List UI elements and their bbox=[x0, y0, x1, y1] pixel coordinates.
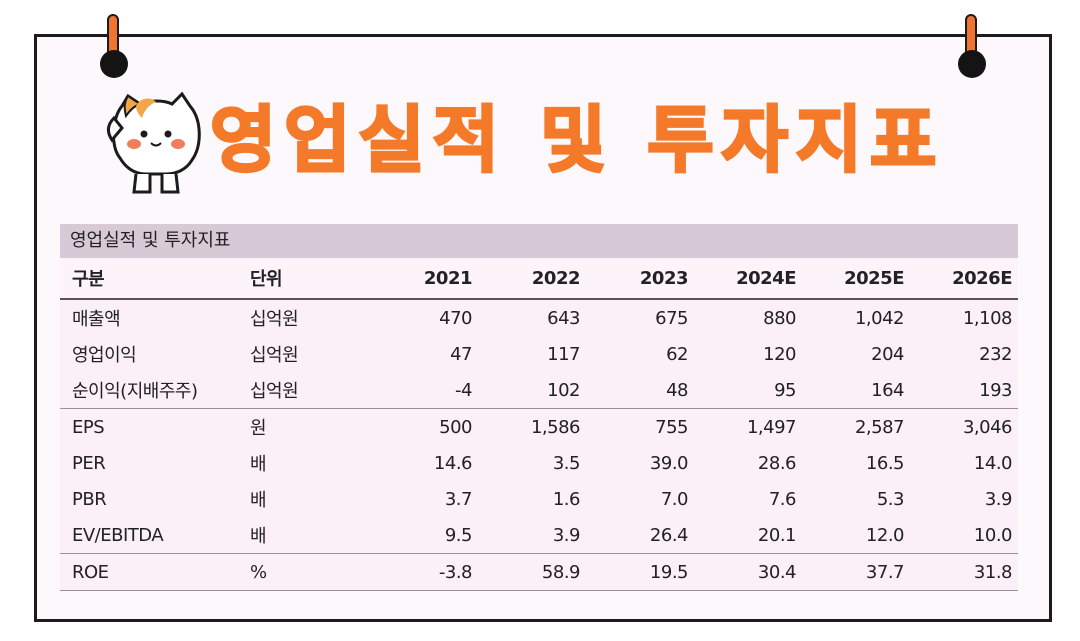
table-cell: 204 bbox=[871, 343, 904, 365]
financial-table: 영업실적 및 투자지표 구분 단위 2021 2022 2023 2024E 2… bbox=[60, 224, 1018, 591]
table-cell: 62 bbox=[666, 343, 688, 365]
column-header: 단위 bbox=[248, 258, 370, 300]
table-cell: 14.0 bbox=[973, 452, 1013, 474]
row-label: ROE bbox=[60, 553, 248, 591]
row-label: EPS bbox=[72, 416, 105, 438]
table-cell: 1,586 bbox=[530, 416, 581, 438]
table-row: PBR 배 3.7 1.6 7.0 7.6 5.3 3.9 bbox=[60, 481, 1018, 517]
table-cell: 20.1 bbox=[694, 517, 802, 554]
column-header: 2021 bbox=[370, 258, 478, 300]
table-cell: 164 bbox=[802, 372, 910, 409]
table-caption: 영업실적 및 투자지표 bbox=[60, 224, 1018, 258]
table-cell: 39.0 bbox=[649, 452, 689, 474]
table-cell: 47 bbox=[450, 343, 472, 365]
table-cell: 193 bbox=[910, 372, 1018, 409]
table-cell: 2,587 bbox=[854, 416, 905, 438]
row-unit: 십억원 bbox=[250, 309, 299, 330]
table-row: 영업이익 십억원 47 117 62 120 204 232 bbox=[60, 336, 1018, 372]
table-cell: 755 bbox=[655, 416, 688, 438]
row-unit: 배 bbox=[250, 454, 267, 475]
table-cell: 3.9 bbox=[984, 488, 1013, 510]
data-table: 구분 단위 2021 2022 2023 2024E 2025E 2026E 매… bbox=[60, 258, 1018, 591]
table-cell: 643 bbox=[547, 307, 580, 329]
table-cell: 1,108 bbox=[962, 307, 1013, 329]
table-cell: 120 bbox=[763, 343, 796, 365]
table-header-row: 구분 단위 2021 2022 2023 2024E 2025E 2026E bbox=[60, 258, 1018, 300]
table-cell: 26.4 bbox=[586, 517, 694, 554]
table-cell: 16.5 bbox=[865, 452, 905, 474]
table-cell: 48 bbox=[586, 372, 694, 409]
table-cell: -3.8 bbox=[370, 553, 478, 591]
table-cell: 7.6 bbox=[768, 488, 797, 510]
table-cell: 232 bbox=[979, 343, 1012, 365]
row-label: PBR bbox=[72, 488, 107, 510]
table-cell: 14.6 bbox=[433, 452, 473, 474]
row-unit: 십억원 bbox=[248, 372, 370, 409]
column-header: 2026E bbox=[910, 258, 1018, 300]
column-header: 2022 bbox=[478, 258, 586, 300]
row-label: 영업이익 bbox=[72, 345, 137, 366]
table-cell: 3.7 bbox=[444, 488, 473, 510]
table-row: EV/EBITDA 배 9.5 3.9 26.4 20.1 12.0 10.0 bbox=[60, 517, 1018, 554]
column-header: 2024E bbox=[694, 258, 802, 300]
table-cell: 19.5 bbox=[586, 553, 694, 591]
table-cell: 3,046 bbox=[962, 416, 1013, 438]
banner-title: 영업실적 및 투자지표 bbox=[208, 97, 945, 184]
row-label: 순이익(지배주주) bbox=[60, 372, 248, 409]
table-cell: 1,497 bbox=[746, 416, 797, 438]
table-row: 순이익(지배주주) 십억원 -4 102 48 95 164 193 bbox=[60, 372, 1018, 409]
column-header: 2025E bbox=[802, 258, 910, 300]
table-cell: 102 bbox=[478, 372, 586, 409]
table-cell: 31.8 bbox=[910, 553, 1018, 591]
table-cell: 9.5 bbox=[370, 517, 478, 554]
column-header: 구분 bbox=[60, 258, 248, 300]
table-cell: 12.0 bbox=[802, 517, 910, 554]
row-unit: % bbox=[248, 553, 370, 591]
pushpin-icon bbox=[958, 14, 988, 84]
table-cell: 1.6 bbox=[552, 488, 581, 510]
column-header: 2023 bbox=[586, 258, 694, 300]
table-cell: 30.4 bbox=[694, 553, 802, 591]
table-cell: 117 bbox=[547, 343, 580, 365]
table-cell: 675 bbox=[655, 307, 688, 329]
table-cell: 7.0 bbox=[660, 488, 689, 510]
table-cell: 470 bbox=[439, 307, 472, 329]
row-unit: 원 bbox=[250, 418, 267, 439]
row-label: EV/EBITDA bbox=[60, 517, 248, 554]
table-cell: 95 bbox=[694, 372, 802, 409]
table-cell: 28.6 bbox=[757, 452, 797, 474]
table-cell: 3.9 bbox=[478, 517, 586, 554]
row-label: PER bbox=[72, 452, 106, 474]
pushpin-icon bbox=[100, 14, 130, 84]
table-row: PER 배 14.6 3.5 39.0 28.6 16.5 14.0 bbox=[60, 445, 1018, 481]
table-cell: 58.9 bbox=[478, 553, 586, 591]
table-row: 매출액 십억원 470 643 675 880 1,042 1,108 bbox=[60, 299, 1018, 336]
row-unit: 배 bbox=[248, 517, 370, 554]
row-unit: 십억원 bbox=[250, 345, 299, 366]
table-cell: 1,042 bbox=[854, 307, 905, 329]
table-row: EPS 원 500 1,586 755 1,497 2,587 3,046 bbox=[60, 409, 1018, 446]
table-cell: 880 bbox=[763, 307, 796, 329]
table-row: ROE % -3.8 58.9 19.5 30.4 37.7 31.8 bbox=[60, 553, 1018, 591]
table-cell: -4 bbox=[370, 372, 478, 409]
table-cell: 10.0 bbox=[910, 517, 1018, 554]
cat-mascot-icon bbox=[107, 91, 201, 194]
table-cell: 5.3 bbox=[876, 488, 905, 510]
table-cell: 37.7 bbox=[802, 553, 910, 591]
row-unit: 배 bbox=[250, 490, 267, 511]
table-cell: 500 bbox=[439, 416, 472, 438]
row-label: 매출액 bbox=[72, 309, 121, 330]
table-cell: 3.5 bbox=[552, 452, 581, 474]
